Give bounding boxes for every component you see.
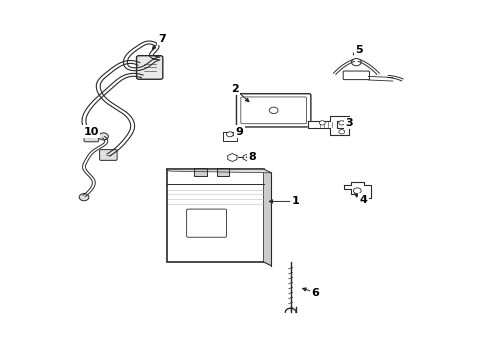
Text: 3: 3 — [345, 118, 352, 128]
FancyBboxPatch shape — [194, 168, 206, 176]
Circle shape — [338, 121, 344, 125]
Polygon shape — [227, 154, 237, 161]
FancyBboxPatch shape — [236, 94, 310, 127]
Circle shape — [269, 107, 278, 113]
Polygon shape — [222, 128, 240, 141]
FancyBboxPatch shape — [100, 150, 117, 160]
Polygon shape — [243, 154, 250, 161]
Circle shape — [319, 121, 325, 125]
Polygon shape — [166, 169, 271, 173]
Circle shape — [338, 130, 344, 134]
Text: 9: 9 — [235, 127, 243, 137]
FancyBboxPatch shape — [216, 168, 229, 176]
FancyBboxPatch shape — [166, 169, 264, 262]
FancyBboxPatch shape — [343, 71, 369, 80]
Circle shape — [353, 188, 361, 194]
Polygon shape — [307, 116, 348, 135]
Text: 10: 10 — [83, 127, 99, 137]
Circle shape — [79, 194, 89, 201]
FancyBboxPatch shape — [136, 56, 163, 79]
Text: 6: 6 — [310, 288, 318, 297]
Polygon shape — [264, 169, 271, 266]
Text: 4: 4 — [359, 195, 367, 204]
Text: 5: 5 — [354, 45, 362, 55]
Polygon shape — [344, 182, 370, 198]
Text: 8: 8 — [247, 152, 255, 162]
Circle shape — [351, 59, 361, 66]
Text: 1: 1 — [291, 197, 299, 206]
FancyBboxPatch shape — [241, 97, 306, 124]
FancyBboxPatch shape — [186, 209, 226, 237]
FancyBboxPatch shape — [84, 132, 99, 142]
Circle shape — [226, 132, 233, 137]
Text: 7: 7 — [158, 34, 165, 44]
Text: 2: 2 — [230, 84, 238, 94]
Circle shape — [99, 133, 108, 140]
